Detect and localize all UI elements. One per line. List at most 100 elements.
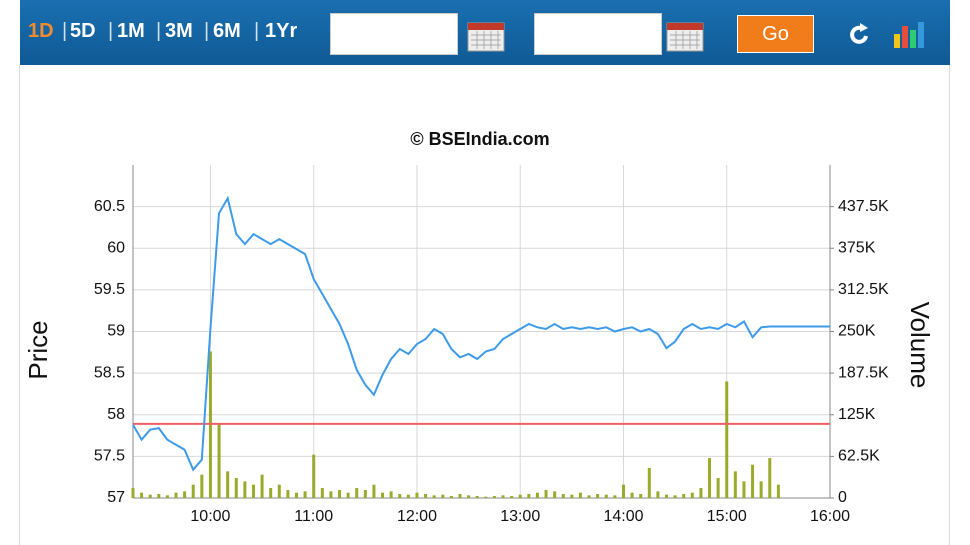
- x-tick-label: 16:00: [810, 508, 850, 525]
- price-line: [132, 195, 830, 472]
- separator: |: [204, 20, 210, 42]
- volume-bar: [424, 494, 428, 498]
- y2-tick-label: 0: [838, 489, 847, 506]
- range-button[interactable]: 3M: [165, 20, 193, 42]
- to-date-input[interactable]: [534, 13, 662, 55]
- volume-bar: [458, 494, 462, 498]
- volume-bar: [251, 484, 255, 498]
- y-tick-label: 57: [107, 489, 125, 506]
- separator: |: [156, 20, 162, 42]
- volume-bar: [510, 496, 514, 498]
- volume-bar: [621, 484, 625, 498]
- volume-bar: [682, 494, 686, 498]
- volume-bar: [467, 495, 471, 498]
- volume-bar: [432, 495, 436, 498]
- range-button[interactable]: 6M: [213, 20, 241, 42]
- volume-bar: [200, 474, 204, 498]
- volume-bar: [191, 484, 195, 498]
- volume-bar: [630, 492, 634, 498]
- volume-bar: [338, 490, 342, 498]
- volume-bar: [656, 491, 660, 498]
- volume-bar: [733, 471, 737, 498]
- x-tick-label: 11:00: [294, 508, 333, 525]
- volume-bar: [148, 494, 152, 498]
- volume-bar: [604, 494, 608, 498]
- range-button[interactable]: 1Yr: [265, 20, 298, 42]
- y2-tick-label: 187.5K: [838, 364, 889, 381]
- separator: |: [108, 20, 114, 42]
- y2-axis-label: Volume: [905, 302, 935, 389]
- volume-bar: [561, 494, 565, 498]
- volume-bar: [759, 481, 763, 498]
- x-tick-label: 12:00: [397, 508, 437, 525]
- x-tick-label: 15:00: [707, 508, 747, 525]
- volume-bar: [742, 481, 746, 498]
- y-tick-label: 59.5: [94, 281, 125, 298]
- volume-bar: [260, 474, 264, 498]
- volume-bar: [243, 481, 247, 498]
- range-button[interactable]: 5D: [70, 20, 96, 42]
- volume-bar: [286, 490, 290, 498]
- calendar-icon[interactable]: [467, 20, 505, 52]
- x-tick-label: 14:00: [603, 508, 643, 525]
- volume-bar: [269, 488, 273, 498]
- range-button[interactable]: 1D: [28, 20, 54, 42]
- refresh-icon[interactable]: [848, 22, 872, 48]
- volume-bar: [475, 496, 479, 498]
- toolbar: 1D | 5D | 1M | 3M | 6M | 1Yr Go: [20, 0, 950, 65]
- volume-bar: [484, 496, 488, 498]
- volume-bar: [639, 494, 643, 498]
- volume-bar: [596, 494, 600, 498]
- volume-bar: [329, 491, 333, 498]
- volume-bar: [312, 454, 316, 498]
- volume-bar: [415, 492, 419, 498]
- volume-bar: [157, 494, 161, 498]
- volume-bar: [665, 494, 669, 498]
- volume-bar: [690, 492, 694, 498]
- volume-bar: [346, 492, 350, 498]
- go-button[interactable]: Go: [737, 15, 814, 53]
- volume-bar: [165, 495, 169, 498]
- volume-bar: [183, 491, 187, 498]
- volume-bar: [389, 491, 393, 498]
- y-tick-label: 60: [107, 239, 125, 256]
- volume-bar: [449, 496, 453, 498]
- chart-type-icon[interactable]: [892, 18, 926, 50]
- volume-bar: [277, 484, 281, 498]
- y2-tick-label: 375K: [838, 239, 876, 256]
- y-tick-label: 60.5: [94, 198, 125, 215]
- volume-bar: [320, 488, 324, 498]
- volume-bar: [535, 492, 539, 498]
- y2-tick-label: 437.5K: [838, 198, 889, 215]
- volume-bar: [372, 484, 376, 498]
- separator: |: [62, 20, 68, 42]
- volume-bar: [217, 424, 221, 498]
- y2-tick-label: 125K: [838, 406, 876, 423]
- volume-bar: [226, 471, 230, 498]
- volume-bar: [501, 495, 505, 498]
- y-tick-label: 59: [107, 323, 125, 340]
- y-tick-label: 58.5: [94, 364, 125, 381]
- range-button[interactable]: 1M: [117, 20, 145, 42]
- calendar-icon[interactable]: [666, 20, 704, 52]
- volume-bar: [647, 468, 651, 498]
- x-tick-label: 13:00: [500, 508, 540, 525]
- volume-bar: [303, 491, 307, 498]
- volume-bar: [578, 492, 582, 498]
- volume-bar: [613, 495, 617, 498]
- volume-bar: [441, 494, 445, 498]
- volume-bar: [398, 494, 402, 498]
- from-date-input[interactable]: [330, 13, 458, 55]
- y-tick-label: 57.5: [94, 448, 125, 465]
- volume-bar: [406, 494, 410, 498]
- volume-bar: [699, 488, 703, 498]
- volume-bar: [174, 492, 178, 498]
- volume-bar: [527, 494, 531, 498]
- volume-bar: [716, 478, 720, 498]
- volume-bar: [131, 488, 135, 498]
- volume-bar: [587, 495, 591, 498]
- volume-bar: [381, 492, 385, 498]
- volume-bar: [355, 488, 359, 498]
